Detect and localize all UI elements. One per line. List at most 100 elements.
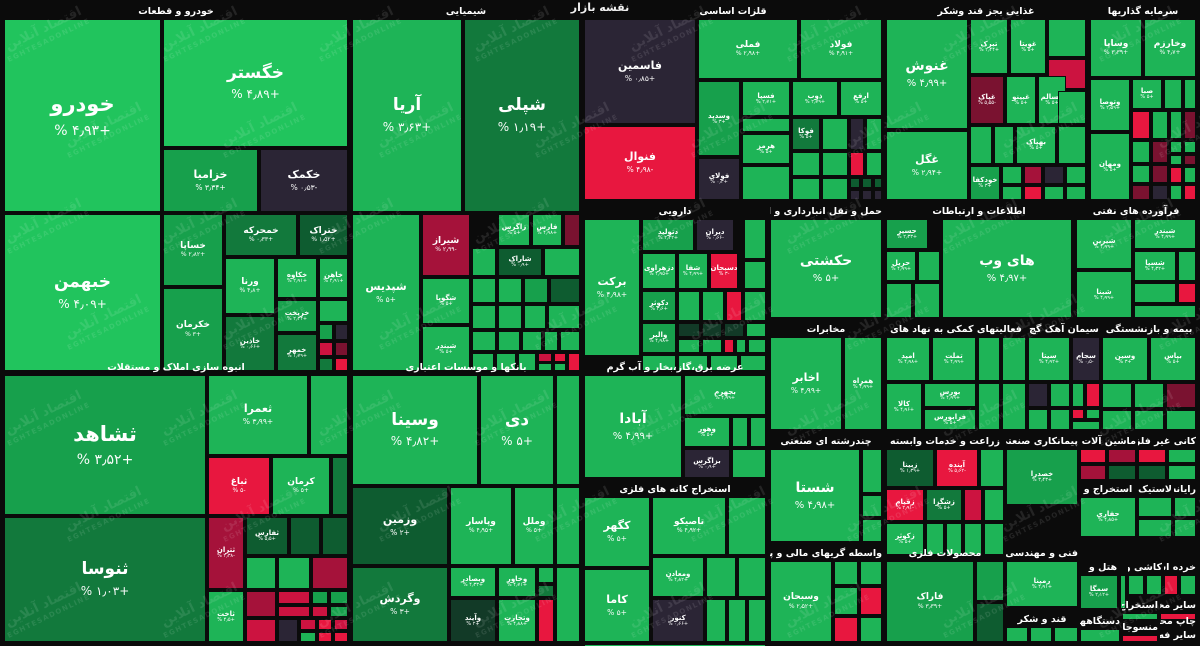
stock-tile[interactable]: شفا +۴٫۹۹ % xyxy=(678,253,708,289)
stock-tile[interactable] xyxy=(1002,186,1022,200)
stock-tile[interactable] xyxy=(706,599,726,642)
stock-tile[interactable] xyxy=(984,523,1004,555)
stock-tile[interactable]: های وب +۴٫۹۷ % xyxy=(942,219,1072,318)
stock-tile[interactable] xyxy=(724,323,744,337)
stock-tile[interactable]: فولاد +۴٫۹۱ % xyxy=(800,19,882,79)
stock-tile[interactable] xyxy=(1066,166,1086,184)
stock-tile[interactable] xyxy=(312,606,328,617)
stock-tile[interactable] xyxy=(976,561,1004,601)
stock-tile[interactable] xyxy=(742,118,790,132)
stock-tile[interactable]: خکرمان +۳ % xyxy=(163,288,223,371)
stock-tile[interactable]: حریل +۴٫۹۹ % xyxy=(886,251,916,281)
stock-tile[interactable]: زقیام -۲٫۹۱ % xyxy=(886,489,924,521)
stock-tile[interactable]: کگهر +۵ % xyxy=(584,497,650,567)
stock-tile[interactable]: غبینو +۵ % xyxy=(1006,76,1036,124)
stock-tile[interactable]: کالا +۴٫۹۶ % xyxy=(886,383,922,430)
stock-tile[interactable]: سیتا +۴٫۹۲ % xyxy=(1028,337,1070,381)
stock-tile[interactable] xyxy=(886,283,912,318)
stock-tile[interactable] xyxy=(544,248,580,276)
stock-tile[interactable] xyxy=(980,449,1004,487)
stock-tile[interactable] xyxy=(524,278,548,303)
stock-tile[interactable] xyxy=(926,523,944,555)
stock-tile[interactable] xyxy=(1080,629,1120,642)
stock-tile[interactable] xyxy=(1178,251,1196,281)
stock-tile[interactable]: وسدید +۳ % xyxy=(698,81,740,156)
stock-tile[interactable] xyxy=(866,118,882,150)
stock-tile[interactable] xyxy=(1134,283,1176,303)
stock-tile[interactable]: بزاگرس +۰٫۹ % xyxy=(684,449,730,478)
stock-tile[interactable] xyxy=(1184,155,1196,165)
stock-tile[interactable] xyxy=(300,619,316,630)
stock-tile[interactable] xyxy=(1128,575,1144,595)
stock-tile[interactable]: برکت +۴٫۹۸ % xyxy=(584,219,640,356)
stock-tile[interactable] xyxy=(860,587,882,615)
stock-tile[interactable] xyxy=(312,557,348,589)
stock-tile[interactable] xyxy=(850,118,864,150)
stock-tile[interactable] xyxy=(744,291,766,321)
stock-tile[interactable] xyxy=(548,305,580,329)
stock-tile[interactable] xyxy=(554,353,566,362)
stock-tile[interactable] xyxy=(335,324,348,340)
stock-tile[interactable] xyxy=(472,331,496,351)
stock-tile[interactable]: خریخت +۲٫۳۴ % xyxy=(277,300,317,332)
stock-tile[interactable]: خگستر +۴٫۸۹ % xyxy=(163,19,348,147)
stock-tile[interactable]: حسیر +۲٫۳۳ % xyxy=(886,219,928,249)
stock-tile[interactable] xyxy=(1080,465,1106,480)
stock-tile[interactable] xyxy=(290,517,320,555)
stock-tile[interactable] xyxy=(498,331,520,351)
stock-tile[interactable] xyxy=(538,353,552,362)
stock-tile[interactable] xyxy=(822,152,848,176)
stock-tile[interactable] xyxy=(1044,186,1064,200)
stock-tile[interactable]: ثعمرا +۳٫۹۹ % xyxy=(208,375,308,455)
stock-tile[interactable]: وملل +۵ % xyxy=(514,487,554,565)
stock-tile[interactable]: وخاور +۴٫۷۱ % xyxy=(498,567,536,597)
stock-tile[interactable] xyxy=(1152,141,1168,163)
stock-tile[interactable]: غگل +۲٫۹۴ % xyxy=(886,131,968,200)
stock-tile[interactable] xyxy=(1138,449,1166,463)
stock-tile[interactable] xyxy=(330,591,348,604)
stock-tile[interactable] xyxy=(1122,635,1158,642)
stock-tile[interactable]: شبندر +۵ % xyxy=(422,326,470,371)
stock-tile[interactable] xyxy=(1138,519,1172,537)
stock-tile[interactable]: خودرو +۴٫۹۳ % xyxy=(4,19,161,212)
stock-tile[interactable] xyxy=(1166,383,1196,408)
stock-tile[interactable] xyxy=(1170,141,1182,153)
stock-tile[interactable] xyxy=(732,417,748,447)
stock-tile[interactable] xyxy=(1002,383,1026,430)
stock-tile[interactable]: وبصادر +۴٫۳۳ % xyxy=(450,567,496,597)
stock-tile[interactable] xyxy=(554,363,566,371)
stock-tile[interactable] xyxy=(1164,575,1178,595)
stock-tile[interactable] xyxy=(862,190,872,200)
stock-tile[interactable]: شپلی +۱٫۱۹ % xyxy=(464,19,580,212)
stock-tile[interactable] xyxy=(822,118,848,150)
stock-tile[interactable] xyxy=(740,355,766,371)
stock-tile[interactable] xyxy=(1174,497,1196,517)
stock-tile[interactable]: وسین +۳ % xyxy=(1102,337,1148,381)
stock-tile[interactable]: خمحرکه +۰٫۳۳ % xyxy=(225,214,297,256)
stock-tile[interactable] xyxy=(1120,575,1126,609)
stock-tile[interactable] xyxy=(792,152,820,176)
stock-tile[interactable]: ذوب +۲٫۷۹ % xyxy=(792,81,838,116)
stock-tile[interactable] xyxy=(822,178,848,200)
stock-tile[interactable] xyxy=(322,517,348,555)
stock-tile[interactable] xyxy=(702,339,722,353)
stock-tile[interactable]: ختراک +۱٫۵۲ % xyxy=(299,214,348,256)
stock-tile[interactable] xyxy=(678,291,700,321)
stock-tile[interactable]: ثشاهد +۳٫۵۲ % xyxy=(4,375,206,515)
stock-tile[interactable] xyxy=(706,557,736,597)
stock-tile[interactable]: ورنا +۴٫۸ % xyxy=(225,258,275,314)
stock-tile[interactable]: بهپاک +۵ % xyxy=(1016,126,1056,164)
stock-tile[interactable] xyxy=(1028,409,1048,430)
stock-tile[interactable] xyxy=(678,355,708,371)
stock-tile[interactable]: وتوصا +۲٫۵۹ % xyxy=(1090,79,1130,131)
stock-tile[interactable] xyxy=(544,331,558,351)
stock-tile[interactable]: شبنا +۴٫۹۹ % xyxy=(1076,271,1132,318)
stock-tile[interactable] xyxy=(556,567,580,642)
stock-tile[interactable]: فنوال -۴٫۹۸ % xyxy=(584,126,696,200)
stock-tile[interactable] xyxy=(319,300,348,322)
stock-tile[interactable]: فاسمین +۰٫۸۵ % xyxy=(584,19,696,124)
stock-tile[interactable]: دی +۵ % xyxy=(480,375,554,485)
stock-tile[interactable]: کاما +۵ % xyxy=(584,569,650,642)
stock-tile[interactable] xyxy=(319,324,333,340)
stock-tile[interactable]: همراه +۴٫۹۹ % xyxy=(844,337,882,430)
